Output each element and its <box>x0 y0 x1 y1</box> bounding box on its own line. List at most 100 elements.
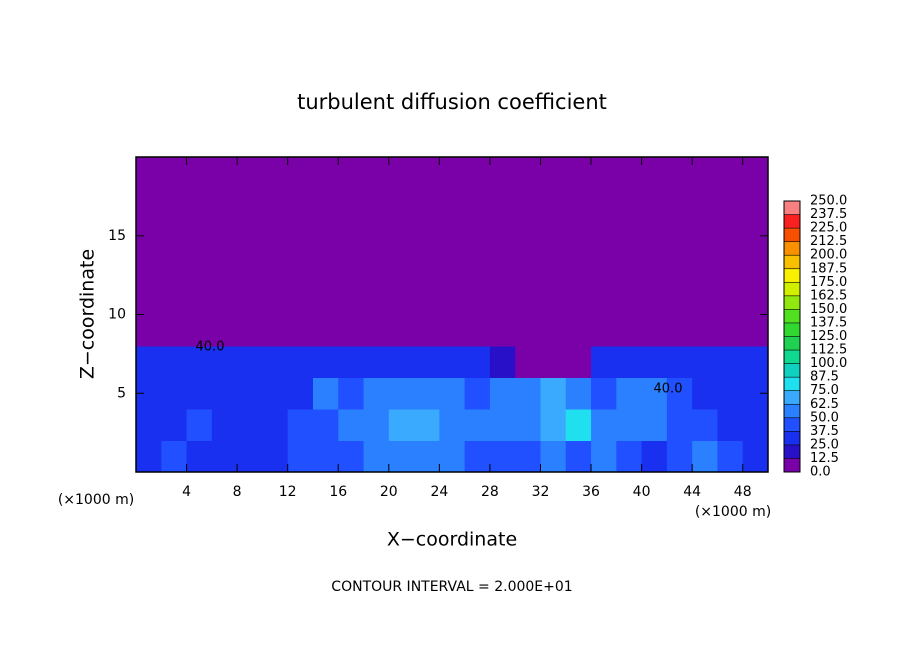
cell <box>742 283 769 315</box>
cell <box>464 409 491 441</box>
colorbar-label: 212.5 <box>810 234 847 249</box>
x-axis-label: X−coordinate <box>387 529 517 551</box>
cell <box>464 283 491 315</box>
cell <box>388 188 415 221</box>
cell <box>666 377 693 410</box>
cell <box>641 283 668 315</box>
cell <box>540 377 567 410</box>
cell <box>540 283 567 315</box>
cell <box>616 377 643 410</box>
cell <box>641 346 668 378</box>
cell <box>414 188 440 221</box>
cell <box>363 220 390 252</box>
cell <box>136 314 162 347</box>
cell <box>717 220 744 252</box>
cell <box>363 346 390 378</box>
cell <box>338 314 365 347</box>
colorbar-label: 25.0 <box>810 437 839 452</box>
cell <box>464 220 491 252</box>
cell <box>591 220 617 252</box>
colorbar-label: 162.5 <box>810 288 847 303</box>
cell <box>186 251 213 284</box>
cell <box>237 409 263 441</box>
cell <box>262 409 289 441</box>
cell <box>186 188 213 221</box>
colorbar-label: 62.5 <box>810 397 839 412</box>
cell <box>540 251 567 284</box>
cell <box>641 440 668 473</box>
cell <box>717 157 744 189</box>
cell <box>211 346 238 378</box>
cell <box>515 283 541 315</box>
cell <box>439 283 466 315</box>
cell <box>186 283 213 315</box>
cell <box>414 251 440 284</box>
colorbar-label: 150.0 <box>810 302 847 317</box>
cell <box>666 220 693 252</box>
y-tick-label: 5 <box>117 385 126 401</box>
cell <box>439 409 466 441</box>
cell <box>591 377 617 410</box>
colorbar-swatch <box>784 336 800 351</box>
cell <box>616 283 643 315</box>
cell <box>666 440 693 473</box>
cell <box>489 346 516 378</box>
cell <box>287 440 314 473</box>
cell <box>641 377 668 410</box>
cell <box>515 220 541 252</box>
cell <box>237 346 263 378</box>
colorbar-label: 250.0 <box>810 194 847 209</box>
cell <box>161 188 188 221</box>
cell <box>287 157 314 189</box>
cell <box>616 157 643 189</box>
colorbar-swatch <box>784 431 800 445</box>
colorbar-swatch <box>784 377 800 391</box>
cell <box>237 377 263 410</box>
cell <box>237 220 263 252</box>
cell <box>161 346 188 378</box>
cell <box>692 409 718 441</box>
x-tick-label: 40 <box>633 484 651 500</box>
cell <box>515 346 541 378</box>
cell <box>237 251 263 284</box>
cell <box>641 314 668 347</box>
cell <box>666 283 693 315</box>
cell <box>717 251 744 284</box>
cell <box>388 346 415 378</box>
colorbar-label: 175.0 <box>810 275 847 290</box>
cell <box>515 188 541 221</box>
cell <box>237 440 263 473</box>
cell <box>515 377 541 410</box>
cell <box>641 188 668 221</box>
cell <box>414 440 440 473</box>
cell <box>666 409 693 441</box>
cell <box>237 283 263 315</box>
colorbar-label: 225.0 <box>810 221 847 236</box>
cell <box>692 220 718 252</box>
cell <box>565 440 592 473</box>
cell <box>211 283 238 315</box>
cell <box>464 251 491 284</box>
cell <box>237 157 263 189</box>
cell <box>666 251 693 284</box>
cell <box>540 220 567 252</box>
cell <box>161 440 188 473</box>
cell <box>338 377 365 410</box>
colorbar-swatch <box>784 444 800 459</box>
cell <box>692 251 718 284</box>
colorbar-label: 100.0 <box>810 356 847 371</box>
cell <box>363 409 390 441</box>
cell <box>692 188 718 221</box>
cell <box>489 157 516 189</box>
cell <box>388 220 415 252</box>
cell <box>186 409 213 441</box>
cell <box>742 157 769 189</box>
cell <box>591 346 617 378</box>
cell <box>515 314 541 347</box>
cell <box>161 377 188 410</box>
cell <box>287 188 314 221</box>
cell <box>136 409 162 441</box>
cell <box>742 409 769 441</box>
cell <box>338 220 365 252</box>
cell <box>161 157 188 189</box>
